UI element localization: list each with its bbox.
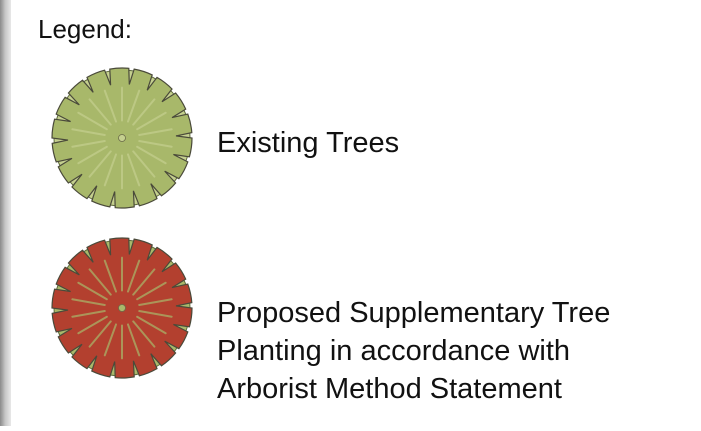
legend-title: Legend: <box>38 14 132 44</box>
legend-label: Arborist Method Statement <box>217 373 562 405</box>
legend-label: Proposed Supplementary Tree <box>217 297 610 329</box>
tree-center <box>119 305 126 312</box>
legend-labels: Existing Trees Proposed Supplementary Tre… <box>217 127 610 405</box>
icons <box>52 68 192 378</box>
tree-center <box>119 135 126 142</box>
map-edge <box>0 0 11 426</box>
legend-label: Planting in accordance with <box>217 335 570 367</box>
legend-label: Existing Trees <box>217 127 399 159</box>
legend-panel: Legend: Existing Trees Proposed Supplemen… <box>0 0 701 426</box>
